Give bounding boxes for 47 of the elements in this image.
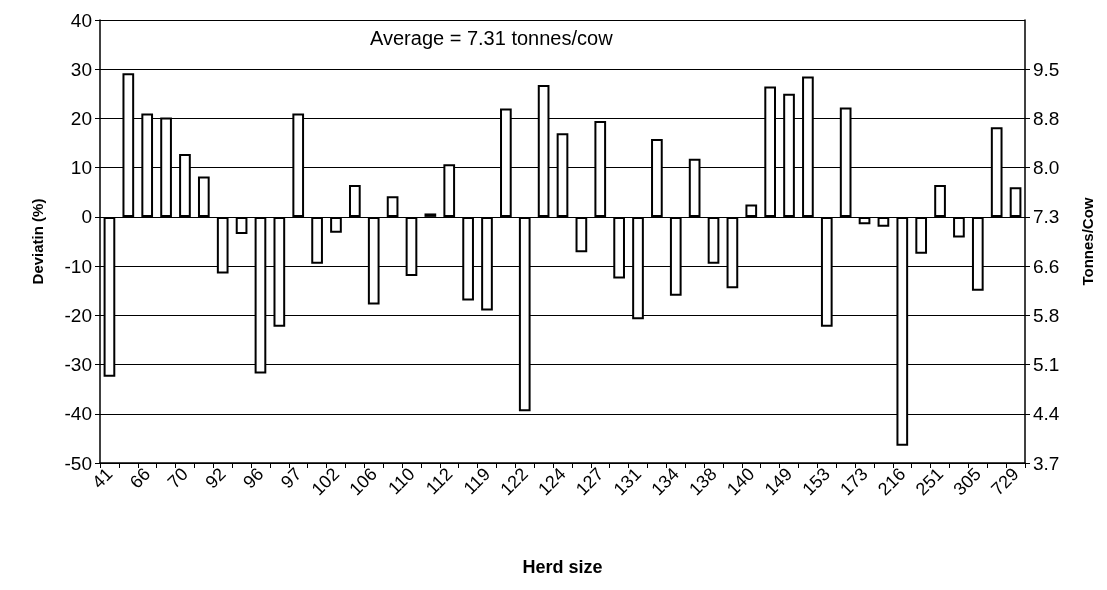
x-tick-label: 134 — [647, 463, 683, 500]
y2-tick-label: 5.8 — [1033, 304, 1060, 326]
y-tick-label: -10 — [64, 255, 92, 277]
x-tick-label: 216 — [874, 463, 910, 500]
x-tick-label: 92 — [201, 463, 230, 493]
x-tick-label: 106 — [345, 463, 381, 500]
x-tick-label: 729 — [987, 463, 1023, 500]
x-tick-label: 131 — [609, 463, 646, 500]
y-tick-label: -30 — [64, 354, 92, 376]
y2-tick-label: 8.8 — [1033, 107, 1060, 129]
x-tick-label: 127 — [571, 463, 608, 500]
x-tick-label: 110 — [384, 463, 419, 499]
y-tick-label: -50 — [64, 452, 92, 474]
y-tick-label: 20 — [70, 107, 92, 129]
x-tick-label: 112 — [421, 463, 457, 499]
x-tick-label: 96 — [239, 463, 268, 493]
x-tick-label: 305 — [949, 463, 985, 500]
x-tick-label: 97 — [276, 463, 306, 493]
x-tick-label: 70 — [163, 463, 193, 493]
y-tick-label: 40 — [70, 9, 92, 31]
y-tick-label: -20 — [64, 304, 92, 326]
x-tick-label: 140 — [722, 463, 759, 500]
y2-axis-title: Tonnes/Cow — [1079, 197, 1096, 286]
x-tick-label: 119 — [459, 463, 495, 499]
x-tick-label: 173 — [836, 463, 872, 500]
y-tick-label: 0 — [81, 206, 92, 228]
y2-tick-label: 9.5 — [1033, 58, 1060, 80]
x-tick-label: 251 — [911, 463, 948, 500]
y-tick-label: 30 — [70, 58, 92, 80]
y-axis-title: Deviatin (%) — [29, 198, 46, 285]
y2-tick-label: 8.0 — [1033, 157, 1060, 179]
x-tick-label: 153 — [798, 463, 834, 500]
x-tick-label: 66 — [125, 463, 155, 493]
x-tick-label: 149 — [760, 463, 797, 500]
y2-tick-label: 7.3 — [1033, 206, 1060, 228]
x-tick-label: 102 — [307, 463, 344, 500]
y2-tick-label: 5.1 — [1033, 354, 1060, 376]
y-tick-label: 10 — [70, 157, 92, 179]
annotation: Average = 7.31 tonnes/cow — [370, 27, 614, 49]
y2-tick-label: 4.4 — [1033, 403, 1060, 425]
x-axis-title: Herd size — [522, 557, 603, 577]
y2-tick-label: 6.6 — [1033, 255, 1060, 277]
y-tick-label: -40 — [64, 403, 92, 425]
x-tick-label: 122 — [496, 463, 532, 500]
x-tick-label: 138 — [685, 463, 721, 500]
x-tick-label: 124 — [534, 463, 570, 500]
y2-tick-label: 3.7 — [1033, 452, 1060, 474]
